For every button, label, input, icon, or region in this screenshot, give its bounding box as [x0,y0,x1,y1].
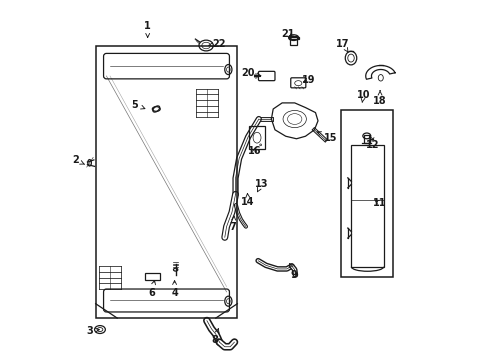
Bar [351,145,383,267]
Text: 15: 15 [317,132,337,143]
Text: 19: 19 [302,75,315,85]
Text: 7: 7 [229,216,236,232]
Bar [96,45,237,318]
Text: 9: 9 [288,264,297,280]
Text: 14: 14 [241,193,254,207]
Bar [145,273,159,280]
Text: 20: 20 [241,68,260,78]
Text: 8: 8 [211,329,219,345]
Text: 10: 10 [356,90,369,103]
Text: 12: 12 [366,136,379,150]
Text: 21: 21 [280,29,294,39]
Text: 5: 5 [131,100,144,110]
Text: 11: 11 [372,198,386,208]
Text: 4: 4 [171,280,178,298]
Text: 3: 3 [86,325,99,336]
Bar [249,126,264,149]
Text: 1: 1 [144,21,151,37]
Bar [288,37,298,40]
Text: 2: 2 [72,155,84,165]
Text: 17: 17 [336,40,349,52]
Bar [363,135,369,143]
Bar [289,36,297,45]
Text: 6: 6 [147,280,155,298]
Bar [340,110,392,277]
Text: 13: 13 [254,179,268,192]
Text: 18: 18 [372,90,386,106]
Text: 16: 16 [247,146,261,156]
Text: 22: 22 [208,39,225,49]
